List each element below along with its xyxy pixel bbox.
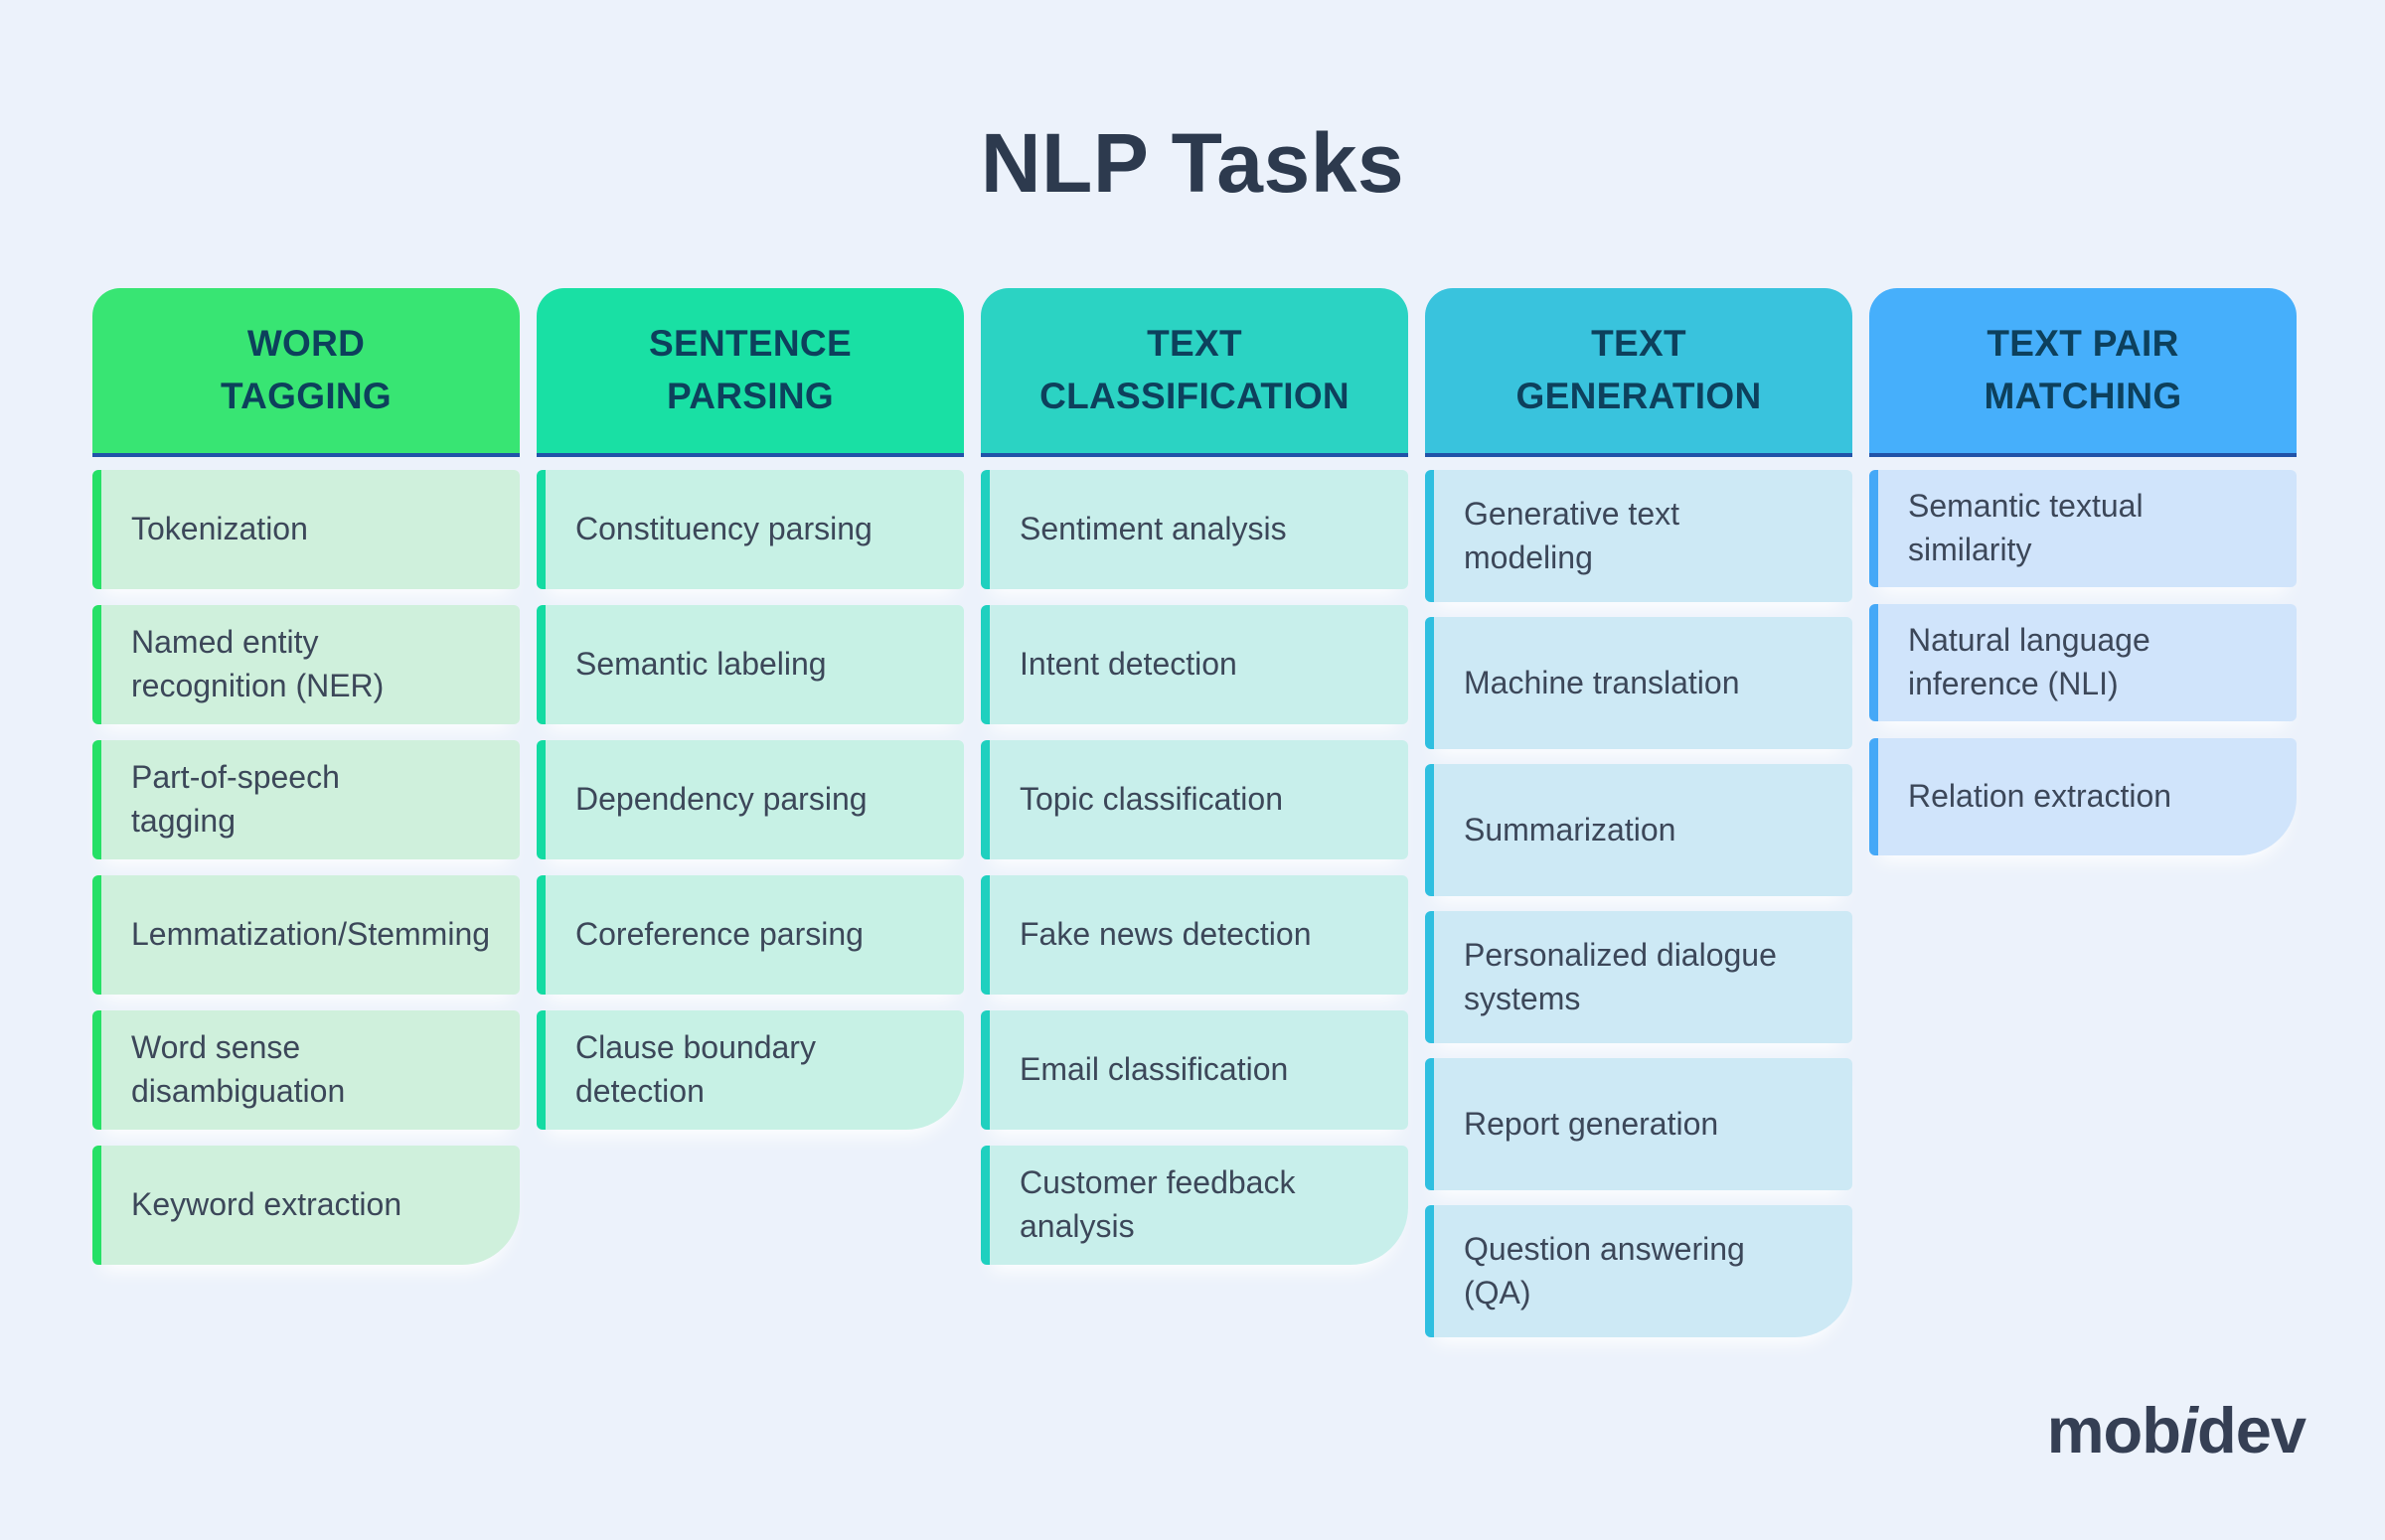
task-item: Fake news detection bbox=[981, 875, 1408, 995]
column-items-word-tagging: Tokenization Named entity recognition (N… bbox=[92, 470, 520, 1265]
logo-suffix: dev bbox=[2196, 1394, 2306, 1466]
task-item: Part-of-speech tagging bbox=[92, 740, 520, 859]
column-items-text-generation: Generative text modeling Machine transla… bbox=[1425, 470, 1852, 1337]
logo-prefix: mob bbox=[2046, 1394, 2181, 1466]
task-item: Summarization bbox=[1425, 764, 1852, 896]
task-item: Constituency parsing bbox=[537, 470, 964, 589]
task-item: Machine translation bbox=[1425, 617, 1852, 749]
column-word-tagging: WORD TAGGING Tokenization Named entity r… bbox=[92, 288, 520, 1337]
column-header-text-classification: TEXT CLASSIFICATION bbox=[981, 288, 1408, 457]
task-item: Report generation bbox=[1425, 1058, 1852, 1190]
task-item: Natural language inference (NLI) bbox=[1869, 604, 2297, 721]
task-item: Lemmatization/Stemming bbox=[92, 875, 520, 995]
task-item: Tokenization bbox=[92, 470, 520, 589]
task-item: Named entity recognition (NER) bbox=[92, 605, 520, 724]
nlp-tasks-board: WORD TAGGING Tokenization Named entity r… bbox=[92, 288, 2297, 1337]
task-item: Email classification bbox=[981, 1010, 1408, 1130]
task-item: Personalized dialogue systems bbox=[1425, 911, 1852, 1043]
mobidev-logo: mobidev bbox=[2047, 1393, 2306, 1467]
task-item: Customer feedback analysis bbox=[981, 1146, 1408, 1265]
column-items-text-pair-matching: Semantic textual similarity Natural lang… bbox=[1869, 470, 2297, 855]
task-item: Relation extraction bbox=[1869, 738, 2297, 855]
column-items-text-classification: Sentiment analysis Intent detection Topi… bbox=[981, 470, 1408, 1265]
column-header-word-tagging: WORD TAGGING bbox=[92, 288, 520, 457]
column-header-text-pair-matching: TEXT PAIR MATCHING bbox=[1869, 288, 2297, 457]
task-item: Semantic textual similarity bbox=[1869, 470, 2297, 587]
column-items-sentence-parsing: Constituency parsing Semantic labeling D… bbox=[537, 470, 964, 1130]
task-item: Generative text modeling bbox=[1425, 470, 1852, 602]
task-item: Topic classification bbox=[981, 740, 1408, 859]
task-item: Clause boundary detection bbox=[537, 1010, 964, 1130]
task-item: Keyword extraction bbox=[92, 1146, 520, 1265]
task-item: Dependency parsing bbox=[537, 740, 964, 859]
page-title: NLP Tasks bbox=[980, 116, 1405, 210]
task-item: Coreference parsing bbox=[537, 875, 964, 995]
logo-accent-letter: i bbox=[2179, 1394, 2198, 1466]
column-text-classification: TEXT CLASSIFICATION Sentiment analysis I… bbox=[981, 288, 1408, 1337]
task-item: Word sense disambiguation bbox=[92, 1010, 520, 1130]
column-sentence-parsing: SENTENCE PARSING Constituency parsing Se… bbox=[537, 288, 964, 1337]
column-text-generation: TEXT GENERATION Generative text modeling… bbox=[1425, 288, 1852, 1337]
task-item: Question answering (QA) bbox=[1425, 1205, 1852, 1337]
column-header-text-generation: TEXT GENERATION bbox=[1425, 288, 1852, 457]
task-item: Semantic labeling bbox=[537, 605, 964, 724]
column-text-pair-matching: TEXT PAIR MATCHING Semantic textual simi… bbox=[1869, 288, 2297, 1337]
task-item: Sentiment analysis bbox=[981, 470, 1408, 589]
column-header-sentence-parsing: SENTENCE PARSING bbox=[537, 288, 964, 457]
task-item: Intent detection bbox=[981, 605, 1408, 724]
